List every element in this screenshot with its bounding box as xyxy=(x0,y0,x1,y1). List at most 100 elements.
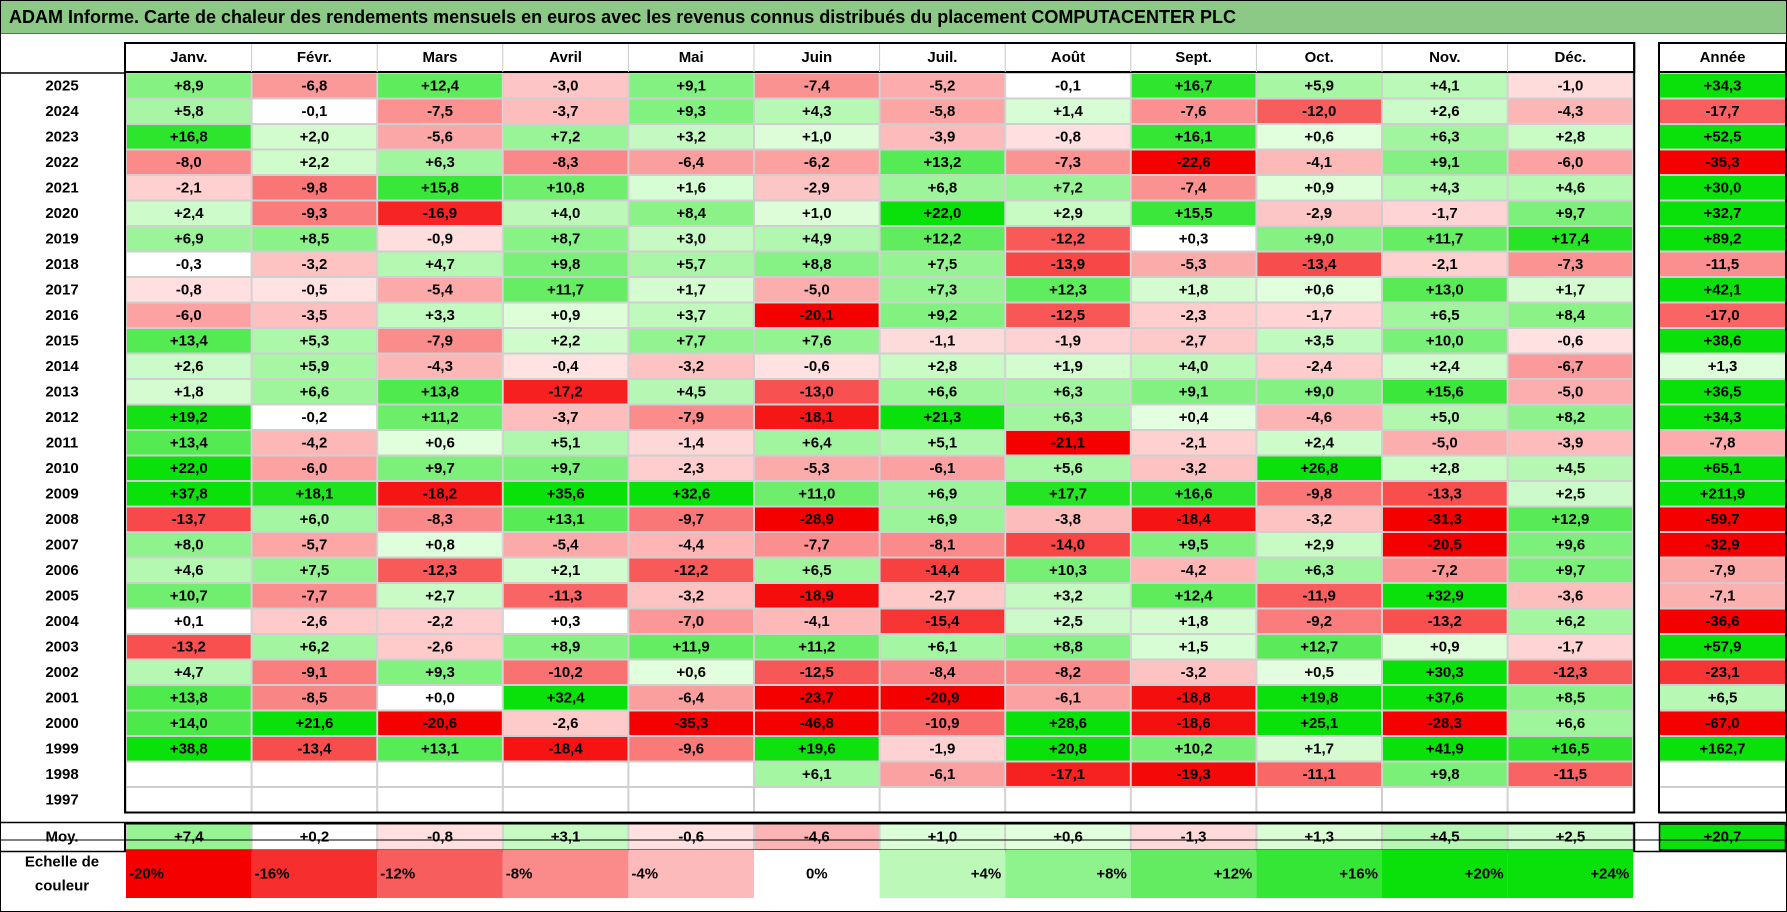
heatmap-cell xyxy=(754,685,880,711)
heatmap-cell xyxy=(502,787,629,813)
cell-value: +6,3 xyxy=(425,154,455,171)
cell-value: -2,6 xyxy=(301,613,327,630)
heatmap-cell xyxy=(1507,583,1634,609)
cell-value: +12,4 xyxy=(421,77,460,94)
cell-value: +9,7 xyxy=(551,460,581,477)
heatmap-cell xyxy=(502,175,629,201)
heatmap-cell xyxy=(1005,175,1131,201)
color-scale-swatch xyxy=(628,850,754,898)
average-value: -1,3 xyxy=(1181,829,1207,846)
heatmap-cell xyxy=(1507,353,1634,379)
cell-value: -5,3 xyxy=(804,460,830,477)
cell-value: -7,3 xyxy=(1557,256,1583,273)
heatmap-cell xyxy=(126,98,252,124)
heatmap-cell xyxy=(1130,149,1257,175)
annual-value: +52,5 xyxy=(1704,128,1742,145)
heatmap-cell xyxy=(879,149,1006,175)
heatmap-cell xyxy=(879,251,1006,277)
cell-value: +9,2 xyxy=(928,307,958,324)
heatmap-cell xyxy=(1382,787,1508,813)
heatmap-cell xyxy=(1130,583,1257,609)
cell-value: -6,4 xyxy=(678,689,705,706)
color-scale-value: +16% xyxy=(1339,866,1378,883)
heatmap-cell xyxy=(251,379,378,405)
heatmap-cell xyxy=(1130,175,1257,201)
heatmap-cell xyxy=(1130,379,1257,405)
heatmap-cell xyxy=(628,710,755,736)
heatmap-cell xyxy=(879,736,1006,762)
heatmap-cell xyxy=(502,532,629,558)
heatmap-cell xyxy=(1005,634,1131,660)
heatmap-cell xyxy=(628,302,755,328)
heatmap-cell xyxy=(502,124,629,150)
cell-value: -2,1 xyxy=(1432,256,1458,273)
heatmap-cell xyxy=(126,302,252,328)
cell-value: +1,8 xyxy=(1179,613,1209,630)
color-scale-value: -16% xyxy=(255,866,290,883)
cell-value: +0,0 xyxy=(425,689,455,706)
year-label: 2006 xyxy=(45,562,78,579)
cell-value: +17,7 xyxy=(1049,485,1087,502)
heatmap-cell xyxy=(1005,506,1131,532)
annual-value: +1,3 xyxy=(1708,358,1738,375)
cell-value: +3,7 xyxy=(676,307,706,324)
cell-value: -4,3 xyxy=(1557,103,1583,120)
heatmap-cell xyxy=(126,710,252,736)
annual-value: -35,3 xyxy=(1705,154,1739,171)
cell-value: -3,2 xyxy=(1181,460,1207,477)
year-label: 2014 xyxy=(45,358,79,375)
annual-value: +57,9 xyxy=(1704,638,1742,655)
cell-value: +6,0 xyxy=(300,511,330,528)
cell-value: -5,0 xyxy=(804,281,830,298)
heatmap-cell xyxy=(628,736,755,762)
heatmap-cell xyxy=(754,710,880,736)
heatmap-cell xyxy=(377,353,503,379)
heatmap-cell xyxy=(1256,787,1383,813)
heatmap-cell xyxy=(1256,608,1383,634)
heatmap-cell xyxy=(1382,404,1508,430)
cell-value: +1,7 xyxy=(1304,740,1334,757)
year-label: 2009 xyxy=(45,485,78,502)
heatmap-cell xyxy=(1130,124,1257,150)
annual-value: +34,3 xyxy=(1704,77,1742,94)
cell-value: +5,0 xyxy=(1430,409,1460,426)
heatmap-cell xyxy=(126,557,252,583)
cell-value: +5,9 xyxy=(1304,77,1334,94)
cell-value: +11,9 xyxy=(673,638,710,655)
heatmap-cell xyxy=(628,277,755,303)
cell-value: +20,8 xyxy=(1049,740,1087,757)
heatmap-cell xyxy=(1256,506,1383,532)
cell-value: +18,1 xyxy=(295,485,333,502)
heatmap-cell xyxy=(754,98,880,124)
cell-value: -8,3 xyxy=(427,511,453,528)
heatmap-cell xyxy=(754,455,880,481)
heatmap-cell xyxy=(377,430,503,456)
heatmap-cell xyxy=(251,761,378,787)
cell-value: -5,4 xyxy=(427,281,454,298)
cell-value: +16,1 xyxy=(1175,128,1213,145)
cell-value: +16,5 xyxy=(1551,740,1589,757)
cell-value: +32,6 xyxy=(672,485,710,502)
annual-header: Année xyxy=(1700,49,1746,66)
heatmap-cell xyxy=(1005,149,1131,175)
cell-value: +37,6 xyxy=(1426,689,1464,706)
heatmap-cell xyxy=(1130,634,1257,660)
heatmap-cell xyxy=(754,149,880,175)
cell-value: -0,8 xyxy=(176,281,202,298)
cell-value: +5,9 xyxy=(300,358,330,375)
cell-value: -3,6 xyxy=(1557,587,1583,604)
chart-title: ADAM Informe. Carte de chaleur des rende… xyxy=(1,1,1786,34)
heatmap-cell xyxy=(879,379,1006,405)
heatmap-cell xyxy=(502,430,629,456)
average-value: +1,3 xyxy=(1304,829,1334,846)
cell-value: -2,6 xyxy=(427,638,453,655)
cell-value: +6,2 xyxy=(1556,613,1586,630)
year-label: 2007 xyxy=(45,536,78,553)
heatmap-cell xyxy=(1005,200,1131,226)
cell-value: -4,3 xyxy=(427,358,453,375)
cell-value: +10,2 xyxy=(1175,740,1213,757)
cell-value: +2,4 xyxy=(1304,434,1334,451)
cell-value: -6,2 xyxy=(804,154,830,171)
cell-value: -11,9 xyxy=(1303,587,1336,604)
cell-value: +2,2 xyxy=(300,154,330,171)
